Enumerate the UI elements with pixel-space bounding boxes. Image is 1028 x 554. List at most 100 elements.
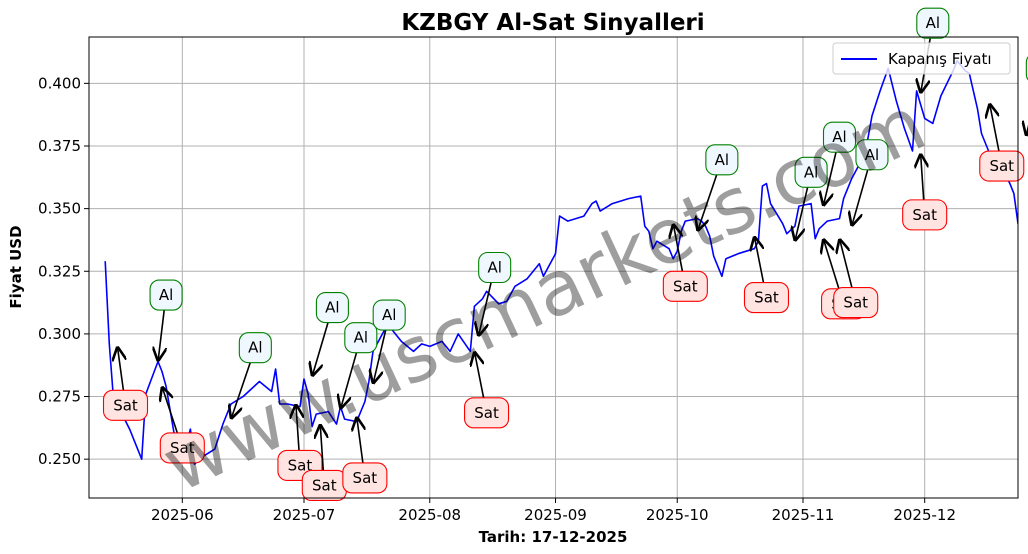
y-tick-label: 0.400 bbox=[38, 74, 81, 92]
signal-label: Al bbox=[487, 259, 501, 277]
signal-arrow bbox=[754, 236, 765, 283]
signal-label: Al bbox=[715, 151, 729, 169]
signal-label-box bbox=[344, 322, 378, 354]
signal-label: Al bbox=[248, 339, 262, 357]
signal-arrow bbox=[795, 187, 809, 241]
signal-label: Sat bbox=[288, 456, 313, 474]
signal-arrow bbox=[162, 387, 179, 434]
signal-label-box bbox=[794, 156, 828, 188]
signal-arrow bbox=[478, 282, 492, 337]
buy-signal: Al bbox=[822, 121, 857, 206]
signal-label-box bbox=[705, 144, 739, 176]
sell-signal: Sat bbox=[159, 387, 205, 464]
signal-arrow bbox=[320, 424, 323, 471]
buy-signal: Al bbox=[341, 322, 378, 409]
buy-signal: Al bbox=[478, 251, 512, 337]
signal-arrow bbox=[840, 239, 853, 288]
signal-arrow bbox=[990, 103, 1000, 152]
sell-signal: Sat bbox=[902, 154, 948, 231]
signal-arrow bbox=[921, 154, 924, 200]
plot-frame bbox=[88, 36, 1019, 499]
signal-label: Al bbox=[159, 286, 173, 304]
sell-signal: Sat bbox=[102, 346, 149, 421]
signal-label: Al bbox=[325, 299, 339, 317]
signal-label-box bbox=[902, 199, 948, 231]
signal-arrow bbox=[673, 224, 684, 272]
signal-arrow bbox=[698, 174, 718, 231]
buy-signal: Al bbox=[698, 144, 739, 231]
sell-signal: Sat bbox=[662, 224, 708, 302]
signal-label-box bbox=[822, 121, 857, 153]
signal-label-box bbox=[916, 7, 950, 39]
signal-arrow bbox=[357, 417, 363, 464]
signal-label: Sat bbox=[474, 404, 499, 422]
sell-signal: Sat bbox=[464, 351, 510, 429]
sell-signal: Sat bbox=[979, 103, 1025, 182]
buy-signal: Al bbox=[312, 292, 349, 377]
signal-label-box bbox=[979, 150, 1025, 182]
y-tick-label: 0.375 bbox=[38, 137, 81, 155]
legend-label: Kapanış Fiyatı bbox=[888, 50, 992, 68]
sell-signal: Sat bbox=[342, 417, 388, 494]
signal-label: Al bbox=[832, 128, 846, 146]
buy-signal: Al bbox=[231, 332, 272, 419]
signal-label-box bbox=[159, 432, 205, 464]
x-tick-label: 2025-07 bbox=[273, 506, 336, 524]
signal-arrow bbox=[158, 310, 164, 361]
signal-label-box bbox=[315, 292, 349, 324]
y-tick-label: 0.250 bbox=[38, 450, 81, 468]
price-series-line bbox=[104, 60, 1018, 465]
signal-label-box bbox=[372, 299, 406, 331]
legend-box bbox=[832, 42, 1011, 75]
signal-label: Sat bbox=[989, 157, 1014, 175]
signal-label: Al bbox=[354, 329, 368, 347]
signal-arrow bbox=[117, 346, 123, 391]
signal-label-box bbox=[102, 389, 149, 421]
x-tick-label: 2025-08 bbox=[398, 506, 461, 524]
axis-ticks: 2025-06 2025-07 2025-08 2025-09 2025-10 2025-… bbox=[38, 74, 956, 524]
signal-label-box bbox=[743, 282, 790, 314]
x-tick-label: 2025-09 bbox=[524, 506, 587, 524]
buy-signal: Al bbox=[149, 279, 183, 361]
signal-label-box bbox=[238, 332, 272, 364]
signal-arrow bbox=[296, 404, 299, 451]
x-tick-label: 2025-06 bbox=[151, 506, 214, 524]
signal-label: Sat bbox=[754, 289, 779, 307]
x-axis-label: Tarih: 17-12-2025 bbox=[479, 528, 628, 546]
signal-arrow bbox=[341, 352, 358, 409]
signal-arrow bbox=[373, 329, 387, 384]
signal-label-box bbox=[662, 270, 708, 302]
buy-signal: Al bbox=[916, 7, 950, 93]
signal-label: Sat bbox=[843, 294, 868, 312]
signal-label: Sat bbox=[170, 439, 195, 457]
y-tick-label: 0.325 bbox=[38, 262, 81, 280]
signal-label: Sat bbox=[912, 206, 937, 224]
y-tick-label: 0.350 bbox=[38, 200, 81, 218]
signal-label: Al bbox=[926, 14, 940, 32]
signal-annotations: Al Sat Sat Al Sat Al Sat Al Sat Al Sat Al Sat Al Sat Al… bbox=[102, 7, 1028, 502]
signal-label-box bbox=[342, 462, 388, 494]
sell-signal: Sat bbox=[301, 424, 347, 502]
signal-label-box bbox=[478, 251, 512, 284]
signal-label-box bbox=[149, 279, 183, 311]
x-tick-label: 2025-11 bbox=[772, 506, 835, 524]
signal-label: Al bbox=[865, 146, 879, 164]
buy-signal: Al bbox=[794, 156, 828, 241]
signal-arrow bbox=[312, 322, 329, 377]
chart-title: KZBGY Al-Sat Sinyalleri bbox=[401, 10, 704, 36]
signal-label-box bbox=[464, 397, 510, 429]
signal-label: Al bbox=[382, 306, 396, 324]
y-tick-label: 0.300 bbox=[38, 325, 81, 343]
signal-label-box bbox=[855, 139, 889, 171]
y-tick-label: 0.275 bbox=[38, 388, 81, 406]
signal-arrow bbox=[823, 239, 840, 290]
signal-arrow bbox=[823, 152, 837, 206]
signal-label: Sat bbox=[673, 277, 698, 295]
signal-arrow bbox=[231, 362, 251, 419]
price-line-layer bbox=[104, 60, 1018, 465]
sell-signal: Sat bbox=[833, 239, 879, 319]
x-tick-label: 2025-12 bbox=[893, 506, 956, 524]
signal-label: Sat bbox=[312, 476, 337, 494]
signal-label-box bbox=[833, 287, 879, 319]
